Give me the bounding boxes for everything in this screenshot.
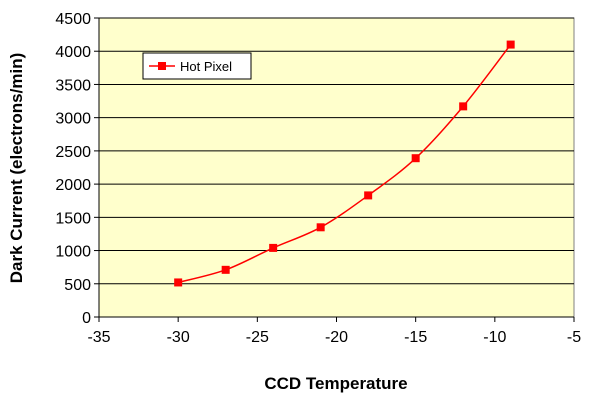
legend: Hot Pixel bbox=[142, 52, 252, 80]
x-axis-title: CCD Temperature bbox=[264, 374, 407, 393]
data-point bbox=[459, 102, 468, 111]
data-point bbox=[316, 223, 325, 232]
legend-marker bbox=[158, 62, 166, 70]
y-axis-title: Dark Current (electrons/min) bbox=[7, 53, 26, 284]
y-tick-label: 2000 bbox=[55, 177, 91, 194]
x-tick-label: -30 bbox=[167, 329, 190, 346]
y-tick-labels: 0 500 1000 1500 2000 2500 3000 3500 4000 4500 bbox=[55, 11, 91, 327]
x-tick-label: -15 bbox=[404, 329, 427, 346]
x-tick-label: -10 bbox=[483, 329, 506, 346]
data-point bbox=[364, 191, 373, 200]
x-tick-label: -5 bbox=[567, 329, 581, 346]
data-point bbox=[269, 243, 278, 252]
x-tick-label: -35 bbox=[87, 329, 110, 346]
series-layer bbox=[174, 40, 515, 287]
x-tick-label: -25 bbox=[246, 329, 269, 346]
y-tick-label: 4000 bbox=[55, 44, 91, 61]
y-tick-label: 3000 bbox=[55, 111, 91, 128]
x-tick-labels: -35 -30 -25 -20 -15 -10 -5 bbox=[87, 329, 581, 346]
legend-label: Hot Pixel bbox=[180, 59, 232, 74]
data-point bbox=[174, 278, 183, 287]
data-point bbox=[221, 265, 230, 274]
y-tick-label: 500 bbox=[64, 277, 91, 294]
x-tick-label: -20 bbox=[325, 329, 348, 346]
data-point bbox=[506, 40, 515, 49]
y-tick-label: 3500 bbox=[55, 77, 91, 94]
y-tick-label: 4500 bbox=[55, 11, 91, 28]
y-tick-label: 2500 bbox=[55, 144, 91, 161]
y-tick-label: 0 bbox=[82, 310, 91, 327]
data-point bbox=[411, 154, 420, 163]
y-tick-label: 1500 bbox=[55, 210, 91, 227]
y-tick-label: 1000 bbox=[55, 244, 91, 261]
axes bbox=[94, 17, 575, 322]
